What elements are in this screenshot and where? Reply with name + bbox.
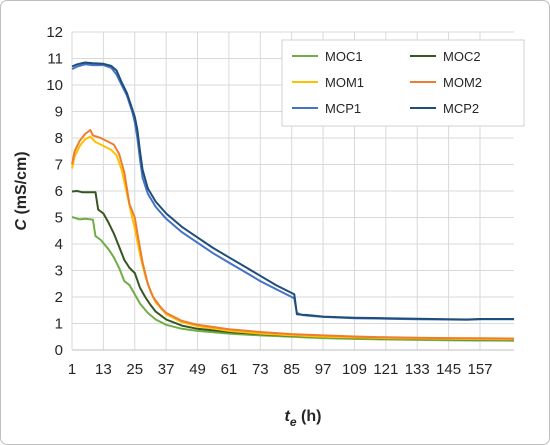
x-tick-label: 121	[373, 361, 398, 378]
y-tick-label: 3	[55, 263, 63, 280]
y-tick-label: 0	[55, 342, 63, 359]
x-tick-label: 49	[189, 361, 206, 378]
legend: MOC1 MOC2 MOM1 MOM2 MCP1 MCP2	[292, 49, 482, 116]
y-tick-label: 1	[55, 316, 63, 333]
x-axis-title-unit: (h)	[297, 408, 322, 425]
y-tick-label: 2	[55, 289, 63, 306]
x-tick-label: 97	[315, 361, 332, 378]
x-tick-label: 37	[158, 361, 175, 378]
y-tick-label: 10	[46, 77, 63, 94]
x-tick-label: 109	[342, 361, 367, 378]
x-tick-label: 73	[252, 361, 269, 378]
x-axis-title-main: t	[285, 408, 291, 425]
y-tick-label: 7	[55, 157, 63, 174]
x-axis-title: te (h)	[285, 408, 322, 429]
legend-label-mcp1: MCP1	[325, 101, 361, 116]
y-tick-label: 11	[47, 51, 63, 68]
y-tick-label: 5	[55, 210, 63, 227]
legend-label-mom2: MOM2	[443, 75, 482, 90]
y-tick-label: 4	[55, 236, 63, 253]
x-tick-label: 1	[68, 361, 76, 378]
y-tick-label: 8	[55, 130, 63, 147]
legend-label-moc2: MOC2	[443, 49, 481, 64]
y-axis-title: C (mS/cm)	[13, 151, 30, 230]
x-tick-label: 25	[126, 361, 143, 378]
series-line-mcp2	[71, 61, 514, 321]
y-axis-title-main: C	[13, 219, 30, 231]
series-lines	[71, 61, 515, 342]
legend-label-moc1: MOC1	[325, 49, 363, 64]
x-tick-label: 85	[283, 361, 300, 378]
x-axis-title-subscript: e	[290, 415, 297, 429]
x-tick-label: 133	[405, 361, 430, 378]
legend-label-mcp2: MCP2	[443, 101, 479, 116]
series-line-moc2	[71, 190, 515, 341]
series-line-mom2	[71, 129, 515, 340]
y-axis-title-unit: (mS/cm)	[13, 151, 30, 219]
x-tick-label: 61	[221, 361, 238, 378]
legend-box	[281, 39, 525, 127]
y-tick-label: 6	[55, 183, 63, 200]
y-tick-label: 9	[55, 104, 63, 121]
x-tick-label: 145	[436, 361, 461, 378]
x-tick-label: 157	[467, 361, 492, 378]
legend-label-mom1: MOM1	[325, 75, 364, 90]
x-tick-label: 13	[95, 361, 112, 378]
series-line-moc1	[71, 216, 515, 342]
y-tick-label: 12	[46, 24, 63, 41]
